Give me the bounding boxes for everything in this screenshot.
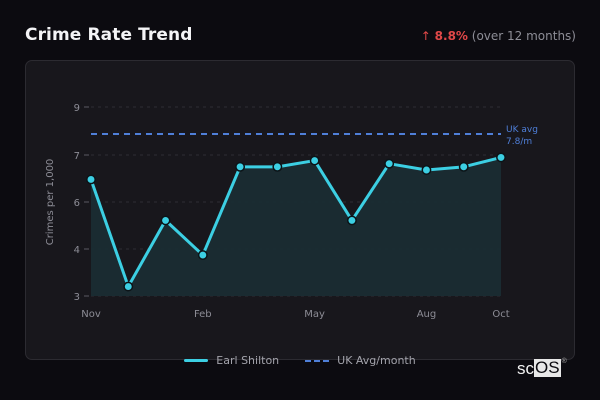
data-point[interactable] (235, 161, 246, 172)
legend-label: Earl Shilton (216, 354, 280, 367)
solid-line-swatch-icon (184, 359, 209, 362)
data-point[interactable] (86, 174, 96, 185)
series-area-fill (91, 157, 501, 296)
data-point[interactable] (160, 215, 171, 226)
data-point[interactable] (197, 250, 208, 261)
legend-item-uk-avg[interactable]: UK Avg/month (305, 354, 416, 367)
data-points (86, 152, 506, 292)
y-tick-label: 9 (74, 103, 80, 114)
x-axis: Nov Feb May Aug Oct (81, 309, 509, 320)
x-tick-label: Nov (81, 309, 101, 320)
y-tick-label: 4 (74, 245, 80, 256)
scos-logo: sc OS ® (517, 358, 567, 378)
uk-avg-annotation: UK avg (506, 125, 538, 135)
data-point[interactable] (346, 215, 357, 226)
change-period: (over 12 months) (471, 29, 576, 43)
legend-item-earl-shilton[interactable]: Earl Shilton (184, 354, 279, 367)
x-tick-label: Aug (417, 309, 437, 320)
data-point[interactable] (458, 161, 469, 172)
dashed-line-swatch-icon (305, 359, 330, 362)
data-point[interactable] (123, 281, 134, 292)
y-axis: 3 4 6 7 9 (74, 103, 89, 303)
arrow-up-icon: ↑ (420, 29, 431, 43)
y-axis-label: Crimes per 1,000 (45, 159, 56, 246)
data-point[interactable] (496, 152, 506, 163)
x-tick-label: May (304, 309, 325, 320)
uk-avg-annotation-value: 7.8/m (506, 137, 532, 147)
data-point[interactable] (421, 165, 432, 175)
series-line-earl-shilton (89, 155, 502, 289)
y-tick-label: 3 (74, 292, 80, 303)
chart-title: Crime Rate Trend (25, 25, 193, 45)
y-tick-label: 7 (74, 151, 80, 162)
data-point[interactable] (272, 161, 283, 172)
data-point[interactable] (309, 155, 320, 166)
x-tick-label: Oct (492, 309, 509, 320)
change-percentage: 8.8% (434, 29, 468, 43)
data-point[interactable] (384, 158, 395, 169)
x-tick-label: Feb (194, 309, 212, 320)
legend-label: UK Avg/month (337, 354, 416, 367)
y-tick-label: 6 (74, 198, 80, 209)
chart-legend: Earl Shilton UK Avg/month (0, 354, 600, 367)
trend-change: ↑ 8.8% (over 12 months) (421, 29, 576, 43)
registered-mark-icon: ® (561, 358, 567, 365)
